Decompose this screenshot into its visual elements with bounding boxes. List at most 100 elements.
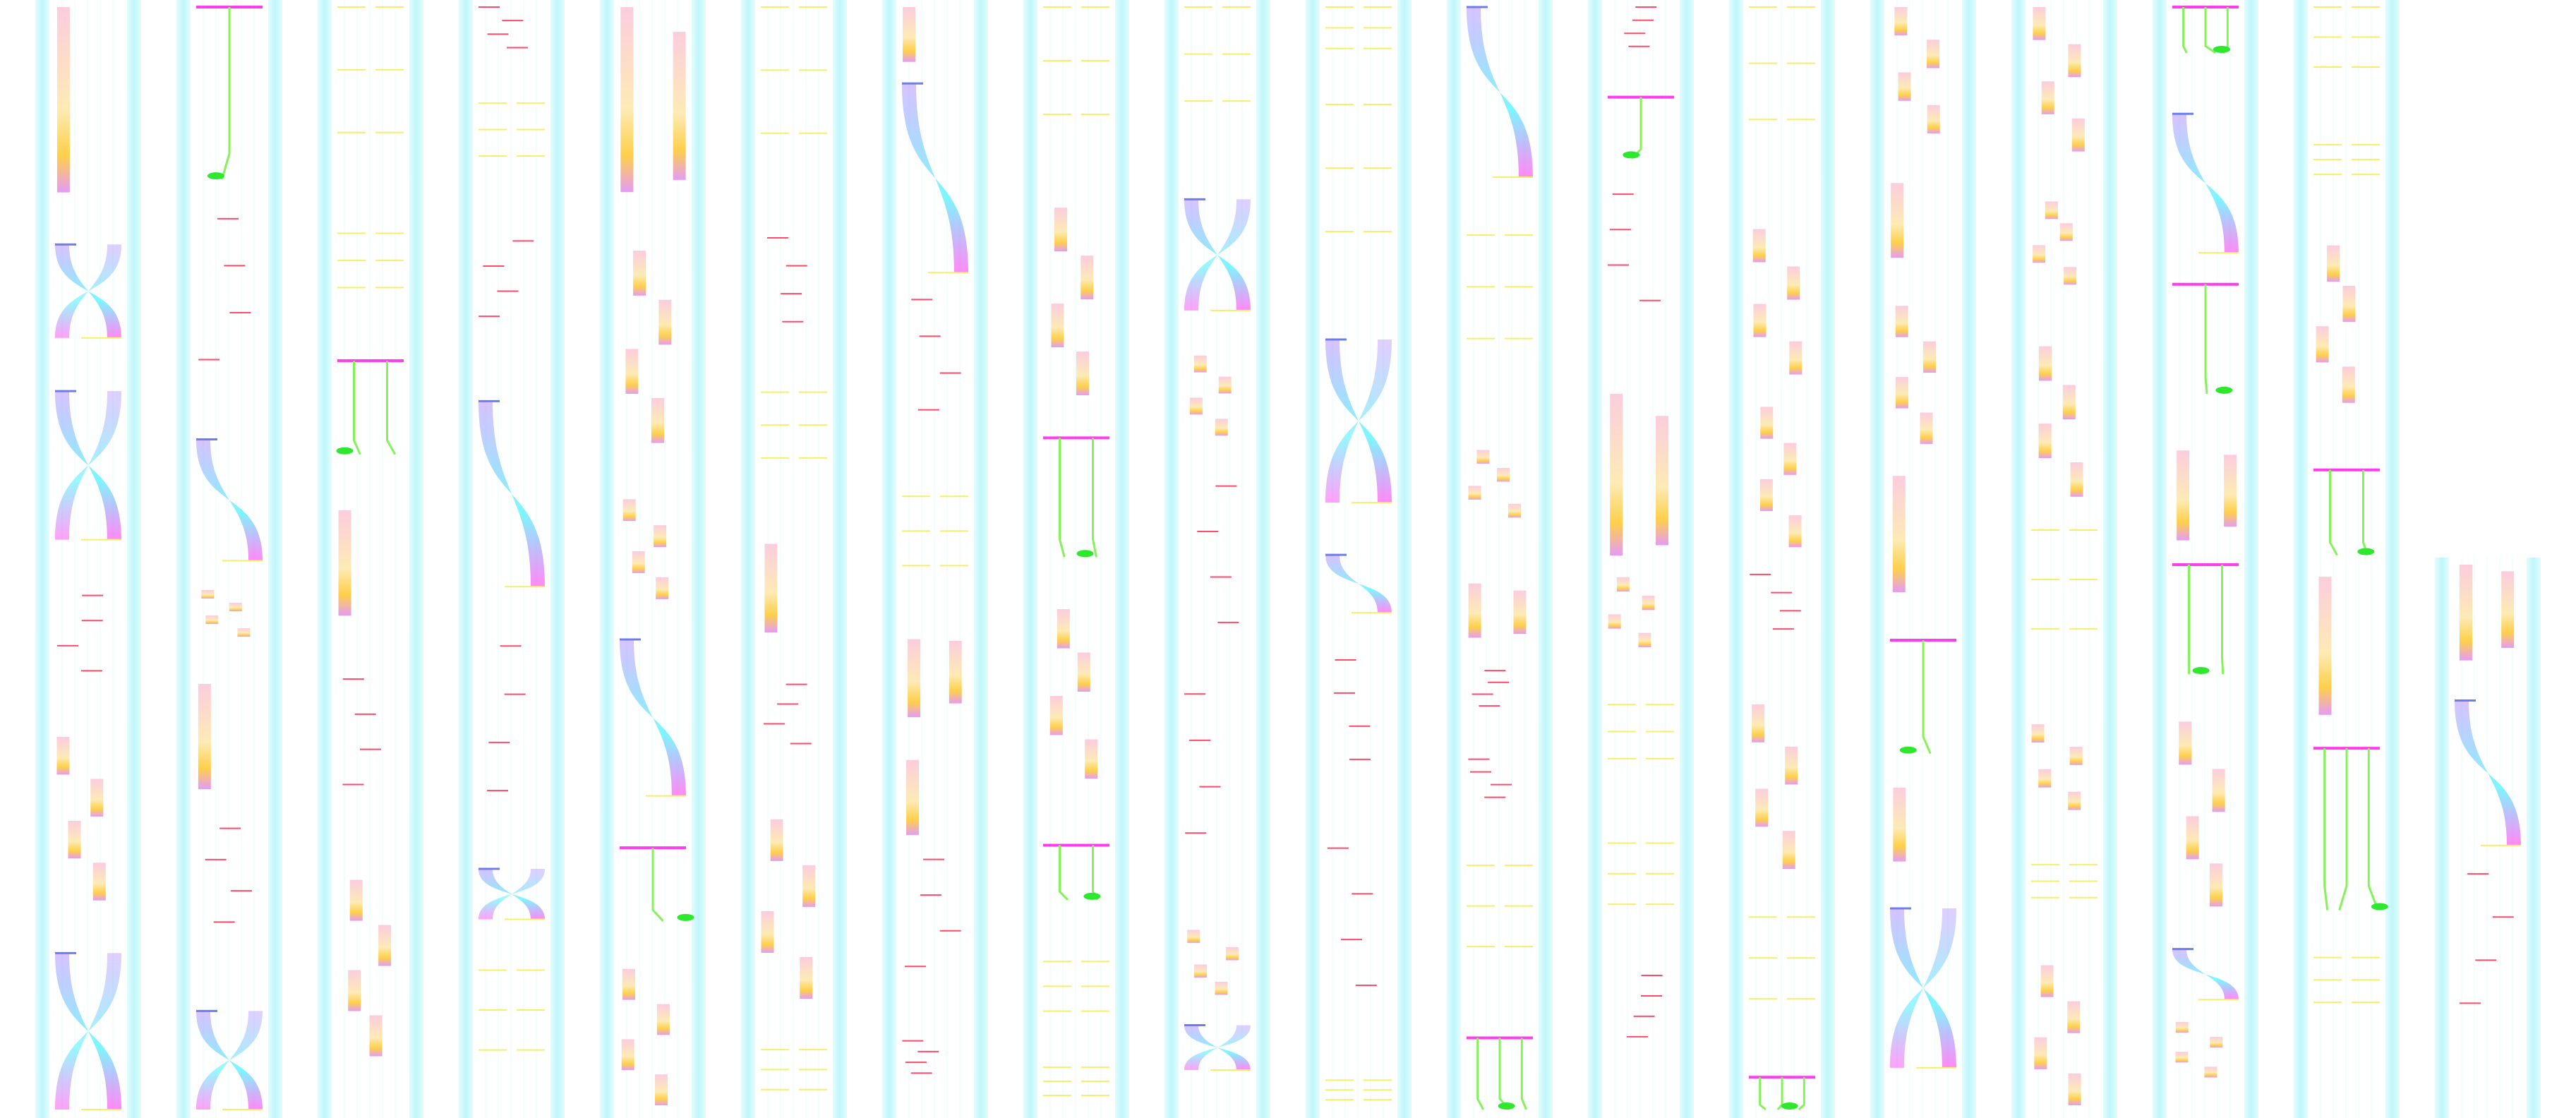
gradient-block: [2179, 721, 2192, 765]
gradient-block: [800, 956, 813, 999]
track-column: [2435, 558, 2541, 1118]
track-edge-right: [1539, 0, 1553, 1118]
track-edge-right: [833, 0, 847, 1118]
gradient-block: [1076, 351, 1089, 396]
gradient-block: [625, 349, 639, 394]
green-link: [1520, 1038, 1528, 1110]
green-link: [651, 848, 664, 922]
gradient-block: [621, 1039, 634, 1071]
green-link: [2329, 469, 2338, 556]
gradient-block: [802, 865, 816, 907]
gradient-block: [1920, 412, 1933, 444]
green-link: [1059, 845, 1069, 901]
track-edge-left: [1588, 0, 1602, 1118]
gradient-block: [205, 615, 219, 625]
gradient-block: [2209, 863, 2222, 907]
green-blob: [207, 172, 224, 180]
gradient-block: [2067, 1001, 2081, 1033]
gradient-block: [369, 1015, 383, 1057]
track-edge-left: [1306, 0, 1320, 1118]
gradient-block: [1193, 964, 1207, 978]
track-edge-left: [1164, 0, 1179, 1118]
green-blob: [1899, 746, 1917, 754]
gradient-block: [1895, 306, 1908, 337]
gradient-bar: [2177, 450, 2190, 541]
gradient-bar: [903, 7, 916, 62]
gradient-block: [2342, 285, 2356, 323]
gradient-block: [1187, 930, 1200, 943]
green-link: [221, 7, 231, 180]
green-blob: [1083, 892, 1101, 900]
gradient-bar: [2501, 571, 2515, 648]
cyan-fan: [620, 639, 686, 796]
green-blob: [1781, 1102, 1798, 1110]
track-column: [741, 0, 847, 1118]
green-blob: [2192, 667, 2210, 675]
track-edge-left: [35, 0, 49, 1118]
gradient-block: [92, 862, 106, 901]
gradient-bar: [1892, 476, 1906, 592]
cyan-fan: [902, 83, 968, 273]
gradient-block: [1787, 266, 1800, 300]
track-edge-right: [409, 0, 423, 1118]
track-edge-right: [1821, 0, 1835, 1118]
track-column: [1164, 0, 1270, 1118]
gradient-bar: [1656, 416, 1669, 546]
track-edge-left: [2011, 0, 2026, 1118]
gradient-block: [1608, 614, 1621, 629]
gradient-block: [2175, 1021, 2189, 1033]
gradient-block: [2041, 81, 2054, 114]
cyan-fan: [55, 244, 121, 338]
gradient-block: [2069, 746, 2083, 765]
gradient-block: [1782, 831, 1795, 869]
cyan-fan: [55, 953, 121, 1110]
gradient-block: [1783, 443, 1797, 475]
cyan-fan: [1467, 7, 1533, 178]
gradient-block: [2033, 245, 2046, 263]
green-link: [2362, 469, 2369, 556]
gradient-block: [761, 910, 774, 953]
gradient-block: [2070, 462, 2083, 497]
track-column: [600, 0, 706, 1118]
track-column: [882, 0, 988, 1118]
cyan-fan: [1184, 1025, 1251, 1071]
track-edge-right: [1680, 0, 1694, 1118]
gradient-bar: [338, 510, 351, 616]
gradient-block: [1476, 450, 1490, 464]
cyan-fan: [55, 391, 121, 540]
green-link: [1798, 1077, 1805, 1111]
track-edge-right: [550, 0, 565, 1118]
green-link: [353, 360, 361, 455]
track-column: [1447, 0, 1553, 1118]
gradient-bar: [673, 32, 686, 180]
gradient-block: [622, 968, 635, 1000]
track-edge-left: [2153, 0, 2167, 1118]
cyan-fan: [479, 401, 545, 587]
gradient-block: [633, 251, 646, 296]
gradient-bar: [198, 683, 211, 790]
gradient-bar: [949, 641, 962, 704]
gradient-block: [654, 1074, 668, 1105]
gradient-bar: [1610, 394, 1623, 556]
track-edge-right: [2103, 0, 2117, 1118]
gradient-block: [349, 879, 363, 921]
gradient-block: [1049, 696, 1063, 735]
gradient-block: [1189, 397, 1203, 415]
gradient-bar: [2459, 565, 2472, 661]
gradient-block: [2038, 769, 2052, 788]
green-blob: [1076, 550, 1094, 558]
track-column: [459, 0, 565, 1118]
gradient-block: [2040, 965, 2054, 997]
track-edge-left: [176, 0, 191, 1118]
gradient-block: [651, 397, 664, 443]
cyan-fan: [55, 391, 121, 540]
gradient-block: [656, 1004, 670, 1035]
gradient-block: [1755, 788, 1769, 827]
gradient-bar: [1891, 183, 1904, 258]
track-column: [1306, 0, 1412, 1118]
track-column: [2153, 0, 2258, 1118]
track-column: [2011, 0, 2117, 1118]
track-edge-left: [1023, 0, 1037, 1118]
gradient-block: [1077, 652, 1090, 692]
track-edge-right: [1115, 0, 1129, 1118]
